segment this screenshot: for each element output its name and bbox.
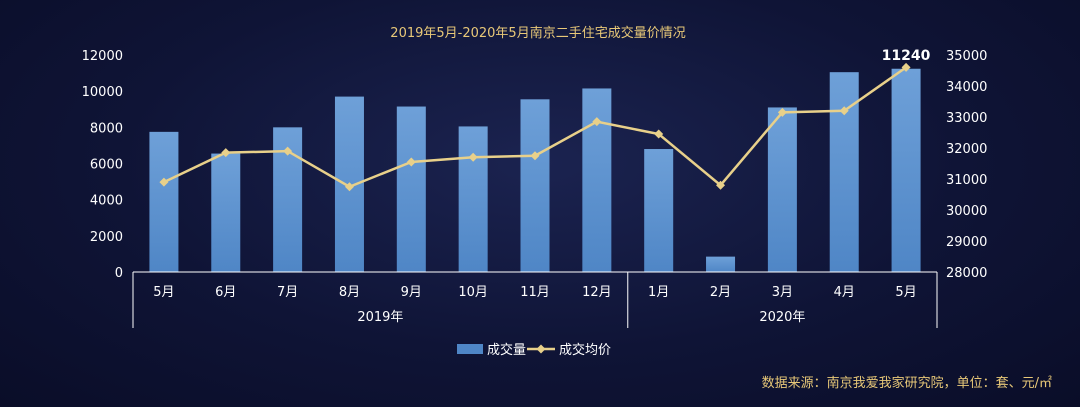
category-label: 12月	[582, 285, 612, 300]
year-group-label: 2020年	[759, 310, 805, 325]
left-axis-tick: 10000	[82, 85, 123, 100]
category-label: 5月	[895, 285, 916, 300]
left-axis-tick: 6000	[90, 158, 123, 173]
category-label: 3月	[772, 285, 793, 300]
right-axis-tick: 35000	[946, 49, 987, 64]
legend-label-price: 成交均价	[559, 342, 611, 358]
left-axis-tick: 2000	[90, 230, 123, 245]
bar	[211, 153, 241, 272]
category-label: 8月	[339, 285, 360, 300]
bar	[644, 149, 674, 272]
line-series	[159, 62, 911, 192]
right-axis-tick: 33000	[946, 111, 987, 126]
category-label: 2月	[710, 285, 731, 300]
line-point	[716, 180, 726, 190]
line-point	[901, 62, 911, 72]
right-axis-tick: 31000	[946, 173, 987, 188]
line-point	[406, 157, 416, 167]
year-group-label: 2019年	[357, 310, 403, 325]
left-axis-tick: 4000	[90, 194, 123, 209]
line-point	[777, 107, 787, 117]
bar	[520, 99, 550, 272]
right-axis-tick: 34000	[946, 80, 987, 95]
right-axis-tick: 30000	[946, 204, 987, 219]
left-axis-tick: 12000	[82, 49, 123, 64]
category-label: 4月	[834, 285, 855, 300]
x-axis: 5月 6月 7月 8月 9月 10月 11月 12月 1月 2月 3月 4月 5月 2019年 2020年	[132, 271, 938, 328]
left-axis-tick: 8000	[90, 121, 123, 136]
line-point	[839, 106, 849, 116]
bar	[767, 107, 797, 272]
legend-swatch-bar	[457, 344, 483, 354]
right-axis-tick: 28000	[946, 266, 987, 281]
left-axis-ticks: 0 2000 4000 6000 8000 10000 12000	[82, 49, 123, 281]
line-point	[283, 146, 293, 156]
category-label: 9月	[401, 285, 422, 300]
legend-label-volume: 成交量	[487, 342, 526, 358]
line-point	[592, 117, 602, 127]
bar	[582, 88, 612, 273]
line-point	[159, 177, 169, 187]
bar	[396, 106, 426, 272]
category-label: 7月	[277, 285, 298, 300]
bar	[458, 126, 488, 272]
legend: 成交量 成交均价	[457, 342, 611, 358]
category-label: 5月	[153, 285, 174, 300]
bar	[149, 131, 179, 272]
bar	[891, 68, 921, 272]
line-point	[344, 182, 354, 192]
category-label: 1月	[648, 285, 669, 300]
legend-swatch-marker	[536, 344, 546, 354]
right-axis-tick: 32000	[946, 142, 987, 157]
bar-series	[149, 68, 921, 273]
line-point	[468, 152, 478, 162]
bar	[706, 256, 736, 272]
max-value-annotation: 11240	[882, 48, 931, 64]
left-axis-tick: 0	[115, 266, 123, 281]
chart-title: 2019年5月-2020年5月南京二手住宅成交量价情况	[390, 25, 685, 41]
right-axis-ticks: 28000 29000 30000 31000 32000 33000 34000 35000	[946, 49, 987, 281]
line-point	[654, 129, 664, 139]
category-label: 10月	[458, 285, 488, 300]
line-point	[221, 148, 231, 158]
source-note: 数据来源：南京我爱我家研究院，单位：套、元/㎡	[762, 375, 1052, 391]
right-axis-tick: 29000	[946, 235, 987, 250]
category-label: 6月	[215, 285, 236, 300]
category-label: 11月	[520, 285, 550, 300]
line-point	[530, 151, 540, 161]
